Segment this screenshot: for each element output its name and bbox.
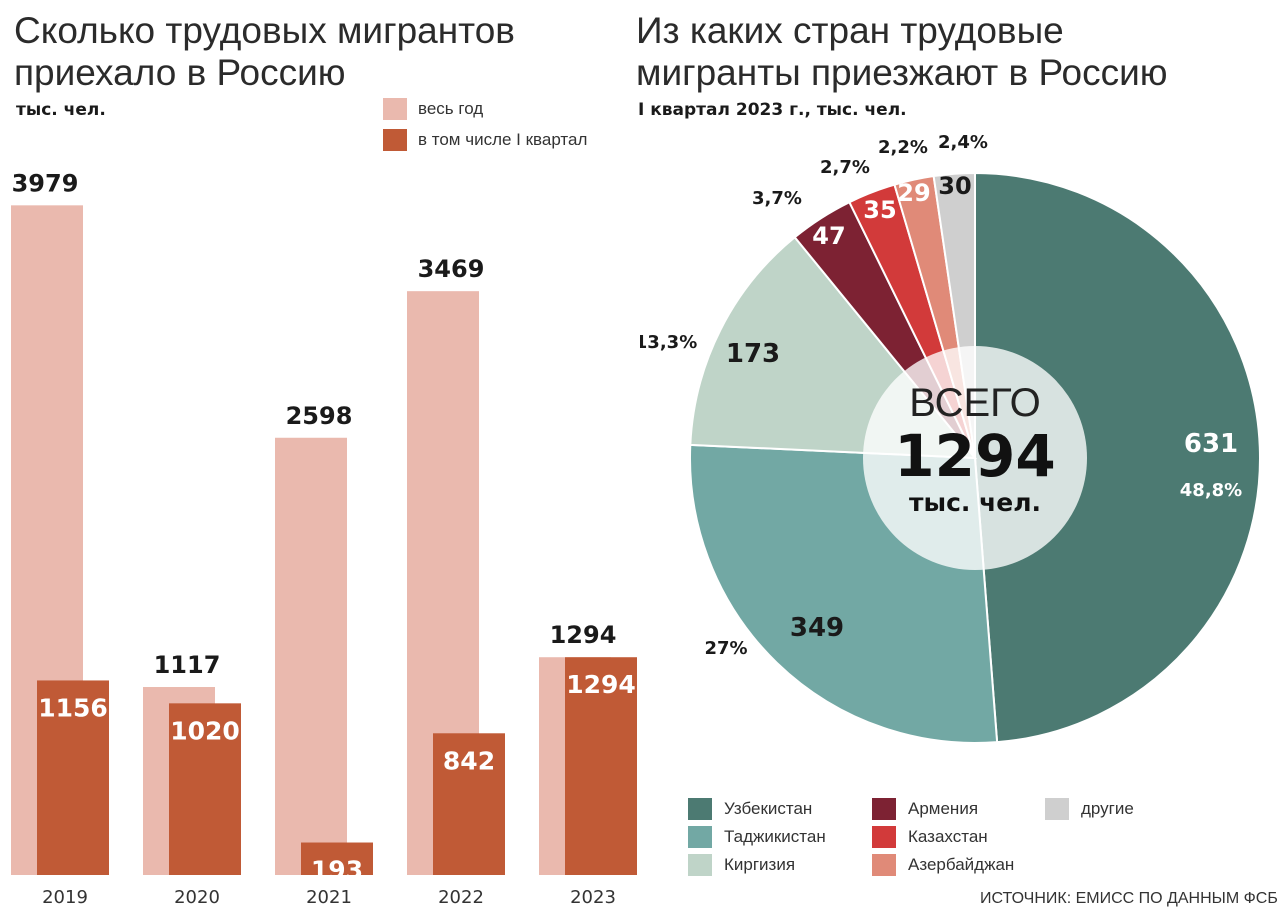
pie-legend-label-4: Казахстан — [908, 827, 988, 846]
pie-pct-label-2: 13,3% — [640, 332, 697, 353]
pie-pct-label-5: 2,2% — [878, 137, 928, 158]
pie-legend-swatch-4 — [872, 826, 896, 848]
pie-value-label-1: 349 — [790, 613, 844, 643]
pie-total-label: ВСЕГО — [909, 381, 1041, 425]
pie-legend-label-1: Таджикистан — [724, 827, 826, 846]
pie-value-label-6: 30 — [938, 172, 971, 200]
pie-legend-label-0: Узбекистан — [724, 799, 813, 818]
legend-swatch-q1 — [383, 129, 407, 151]
bar-chart-unit: тыс. чел. — [16, 100, 106, 120]
x-tick-2020: 2020 — [174, 887, 220, 908]
pie-legend-label-5: Азербайджан — [908, 855, 1015, 874]
pie-total: ВСЕГО 1294 тыс. чел. — [860, 382, 1090, 518]
pie-legend-swatch-5 — [872, 854, 896, 876]
pie-legend-swatch-0 — [688, 798, 712, 820]
bar-label-q1-2020: 1020 — [170, 716, 240, 745]
pie-slice-0 — [974, 171, 1261, 744]
pie-legend-swatch-6 — [1045, 798, 1069, 820]
bar-chart-title-line2: приехало в Россию — [14, 52, 346, 93]
bar-label-q1-2023: 1294 — [566, 670, 636, 699]
pie-value-label-4: 35 — [863, 196, 896, 224]
pie-legend-swatch-2 — [688, 854, 712, 876]
pie-chart-unit: I квартал 2023 г., тыс. чел. — [638, 100, 907, 120]
pie-legend-label-2: Киргизия — [724, 855, 796, 874]
bar-label-full-year-2023: 1294 — [550, 621, 617, 649]
pie-chart-title-line2: мигранты приезжают в Россию — [636, 52, 1168, 93]
pie-legend-label-6: другие — [1081, 799, 1134, 818]
pie-chart: 631 48,8% 349 27% 173 13,3% 47 3,7% 35 2,7% 29 2,2%… — [640, 132, 1261, 744]
legend-swatch-full-year — [383, 98, 407, 120]
pie-pct-label-0: 48,8% — [1180, 480, 1242, 501]
pie-value-label-5: 29 — [897, 179, 930, 207]
bar-q1-2020 — [169, 703, 241, 875]
bar-q1-2019 — [37, 680, 109, 875]
pie-pct-label-4: 2,7% — [820, 157, 870, 178]
pie-pct-label-3: 3,7% — [752, 188, 802, 209]
pie-pct-label-6: 2,4% — [938, 132, 988, 153]
bar-q1-2023 — [565, 657, 637, 875]
bar-label-q1-2021: 193 — [311, 856, 363, 885]
source-note: ИСТОЧНИК: ЕМИСС ПО ДАННЫМ ФСБ — [980, 890, 1278, 907]
bar-label-q1-2022: 842 — [443, 746, 495, 775]
x-tick-2021: 2021 — [306, 887, 352, 908]
x-tick-2023: 2023 — [570, 887, 616, 908]
x-tick-2019: 2019 — [42, 887, 88, 908]
pie-value-label-3: 47 — [812, 222, 845, 250]
bar-q1-2021 — [301, 842, 373, 875]
bar-label-full-year-2021: 2598 — [286, 402, 353, 430]
x-tick-2022: 2022 — [438, 887, 484, 908]
pie-legend-swatch-3 — [872, 798, 896, 820]
legend-label-full-year: весь год — [418, 99, 484, 118]
pie-total-value: 1294 — [894, 422, 1056, 490]
pie-legend-swatch-1 — [688, 826, 712, 848]
legend-label-q1: в том числе I квартал — [418, 130, 588, 149]
bar-label-q1-2019: 1156 — [38, 693, 108, 722]
bar-label-full-year-2020: 1117 — [154, 651, 221, 679]
pie-pct-label-1: 27% — [704, 638, 747, 659]
bar-label-full-year-2022: 3469 — [418, 255, 485, 283]
pie-value-label-0: 631 — [1184, 429, 1238, 459]
pie-center-hole — [863, 346, 1087, 570]
bar-full-year-2021 — [275, 437, 347, 875]
bar-q1-2022 — [433, 733, 505, 875]
pie-chart-title-line1: Из каких стран трудовые — [636, 10, 1064, 51]
pie-total-unit: тыс. чел. — [908, 488, 1042, 517]
bar-label-full-year-2019: 3979 — [12, 169, 79, 197]
bar-chart-title-line1: Сколько трудовых мигрантов — [14, 10, 515, 51]
pie-legend-label-3: Армения — [908, 799, 979, 818]
pie-value-label-2: 173 — [726, 339, 780, 369]
